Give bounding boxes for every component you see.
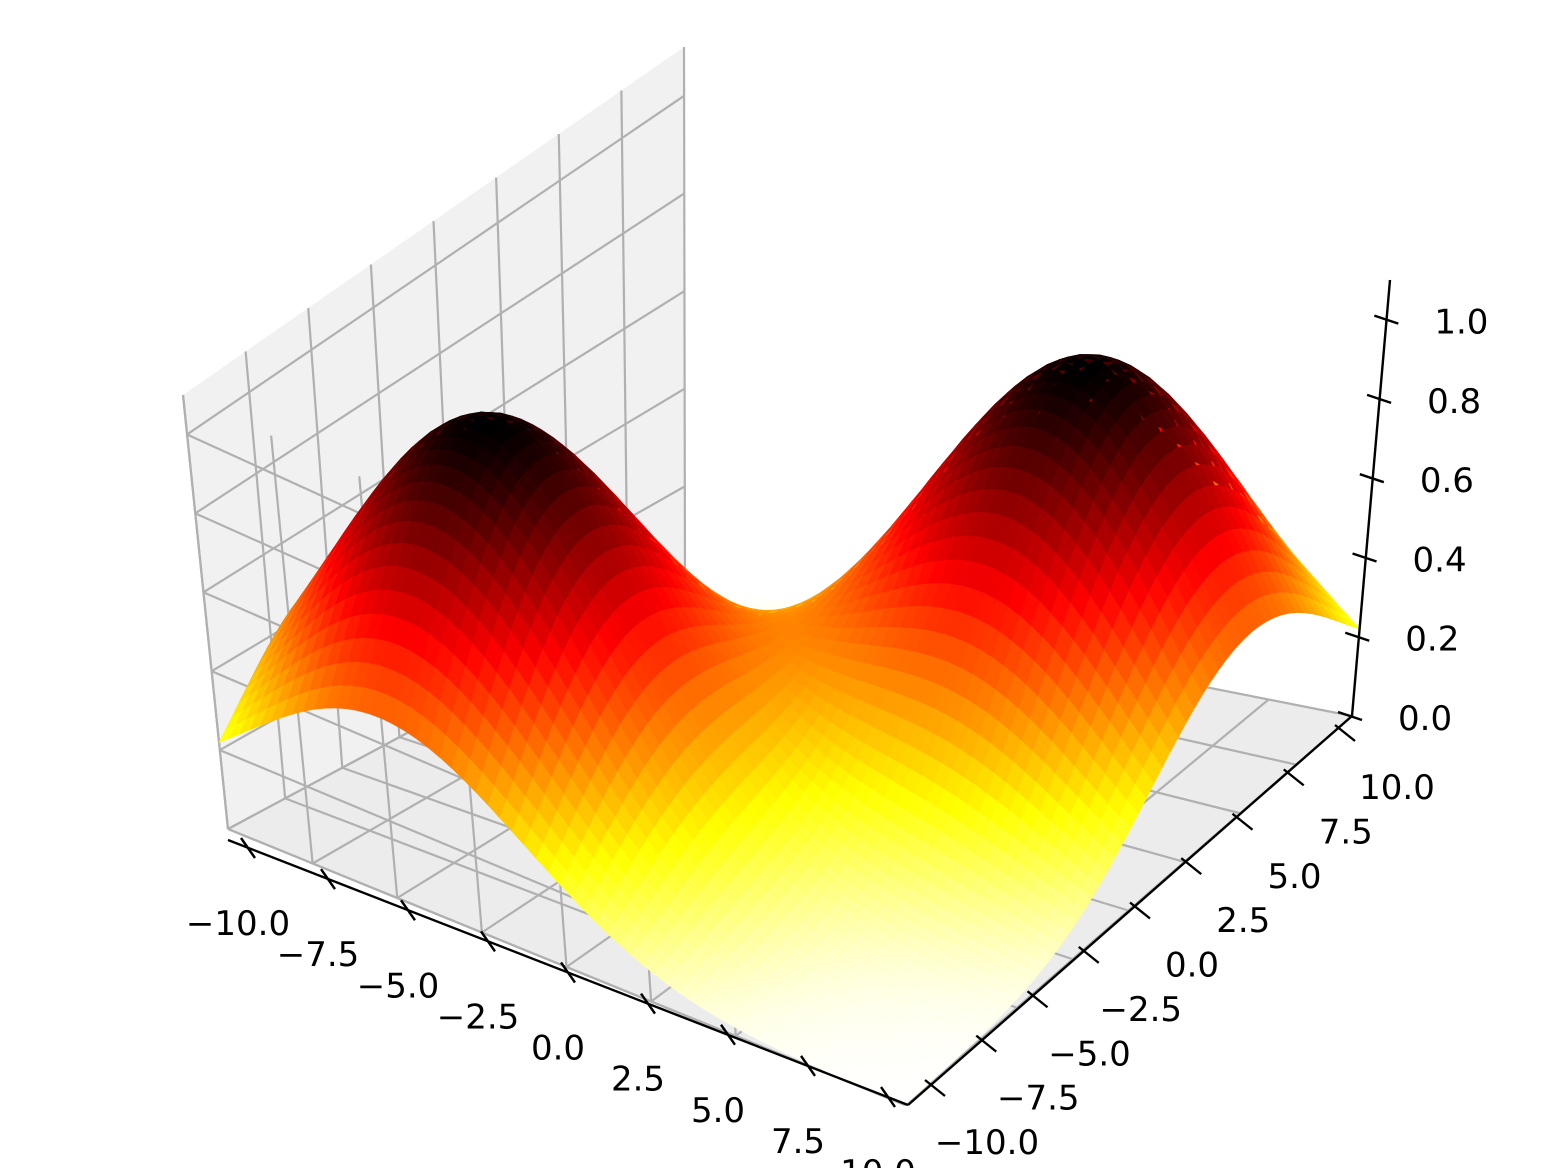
gridline-left-y bbox=[181, 394, 230, 830]
y-tick-label: −7.5 bbox=[997, 1079, 1080, 1119]
x-tick-label: −10.0 bbox=[186, 904, 290, 944]
z-tick-label: 0.8 bbox=[1427, 382, 1481, 422]
y-tick bbox=[1334, 724, 1356, 742]
x-tick bbox=[800, 1055, 816, 1077]
z-tick bbox=[1344, 631, 1370, 642]
x-tick bbox=[240, 837, 256, 859]
y-tick bbox=[1231, 812, 1254, 831]
y-tick-label: −10.0 bbox=[935, 1123, 1039, 1163]
x-tick bbox=[400, 899, 416, 921]
x-tick-label: −5.0 bbox=[357, 966, 440, 1006]
y-tick bbox=[1129, 901, 1151, 920]
tick-marks bbox=[240, 314, 1399, 1108]
y-tick-label: 2.5 bbox=[1216, 901, 1270, 941]
x-tick-label: −2.5 bbox=[437, 997, 520, 1037]
x-tick bbox=[480, 930, 496, 953]
z-tick-label: 1.0 bbox=[1434, 303, 1488, 343]
gridline-back-x bbox=[682, 46, 687, 585]
y-tick bbox=[1026, 990, 1049, 1009]
surface-plot bbox=[218, 354, 1361, 1105]
y-tick-label: −2.5 bbox=[1099, 990, 1182, 1030]
z-tick-label: 0.6 bbox=[1420, 461, 1474, 501]
y-tick bbox=[975, 1034, 997, 1053]
x-tick bbox=[880, 1086, 896, 1108]
gridline-back-x bbox=[244, 351, 287, 799]
y-tick bbox=[1078, 945, 1100, 964]
gridline-back-z bbox=[186, 94, 685, 436]
y-tick bbox=[1180, 857, 1202, 876]
z-tick-label: 0.2 bbox=[1405, 620, 1459, 660]
y-tick-label: 7.5 bbox=[1319, 812, 1373, 852]
y-tick-label: 10.0 bbox=[1359, 768, 1435, 808]
z-tick bbox=[1359, 473, 1385, 484]
x-tick-label: −7.5 bbox=[277, 935, 360, 975]
x-tick bbox=[720, 1024, 736, 1046]
z-tick bbox=[1352, 552, 1377, 563]
z-tick-label: 0.0 bbox=[1398, 699, 1452, 739]
z-tick bbox=[1366, 393, 1392, 405]
x-tick-label: 0.0 bbox=[531, 1029, 585, 1069]
x-tick bbox=[560, 961, 576, 984]
z-axis-line bbox=[1350, 279, 1392, 717]
y-tick-label: 0.0 bbox=[1165, 946, 1219, 986]
y-tick-label: 5.0 bbox=[1267, 857, 1321, 897]
x-tick-label: 7.5 bbox=[771, 1122, 825, 1162]
z-tick-label: 0.4 bbox=[1413, 540, 1467, 580]
y-tick-label: −5.0 bbox=[1048, 1034, 1131, 1074]
x-tick bbox=[640, 992, 656, 1015]
x-tick-label: 10.0 bbox=[840, 1153, 916, 1168]
surface-patch bbox=[1342, 613, 1361, 630]
z-tick bbox=[1373, 314, 1399, 325]
x-tick-label: 5.0 bbox=[691, 1091, 745, 1131]
x-tick bbox=[320, 868, 336, 890]
x-tick-label: 2.5 bbox=[611, 1060, 665, 1100]
z-tick bbox=[1337, 710, 1363, 722]
y-tick bbox=[924, 1079, 946, 1097]
gridline-back-z bbox=[194, 192, 685, 515]
tick-labels: −10.0−7.5−5.0−2.50.02.55.07.510.0−10.0−7… bbox=[186, 303, 1489, 1168]
y-tick bbox=[1283, 768, 1305, 787]
